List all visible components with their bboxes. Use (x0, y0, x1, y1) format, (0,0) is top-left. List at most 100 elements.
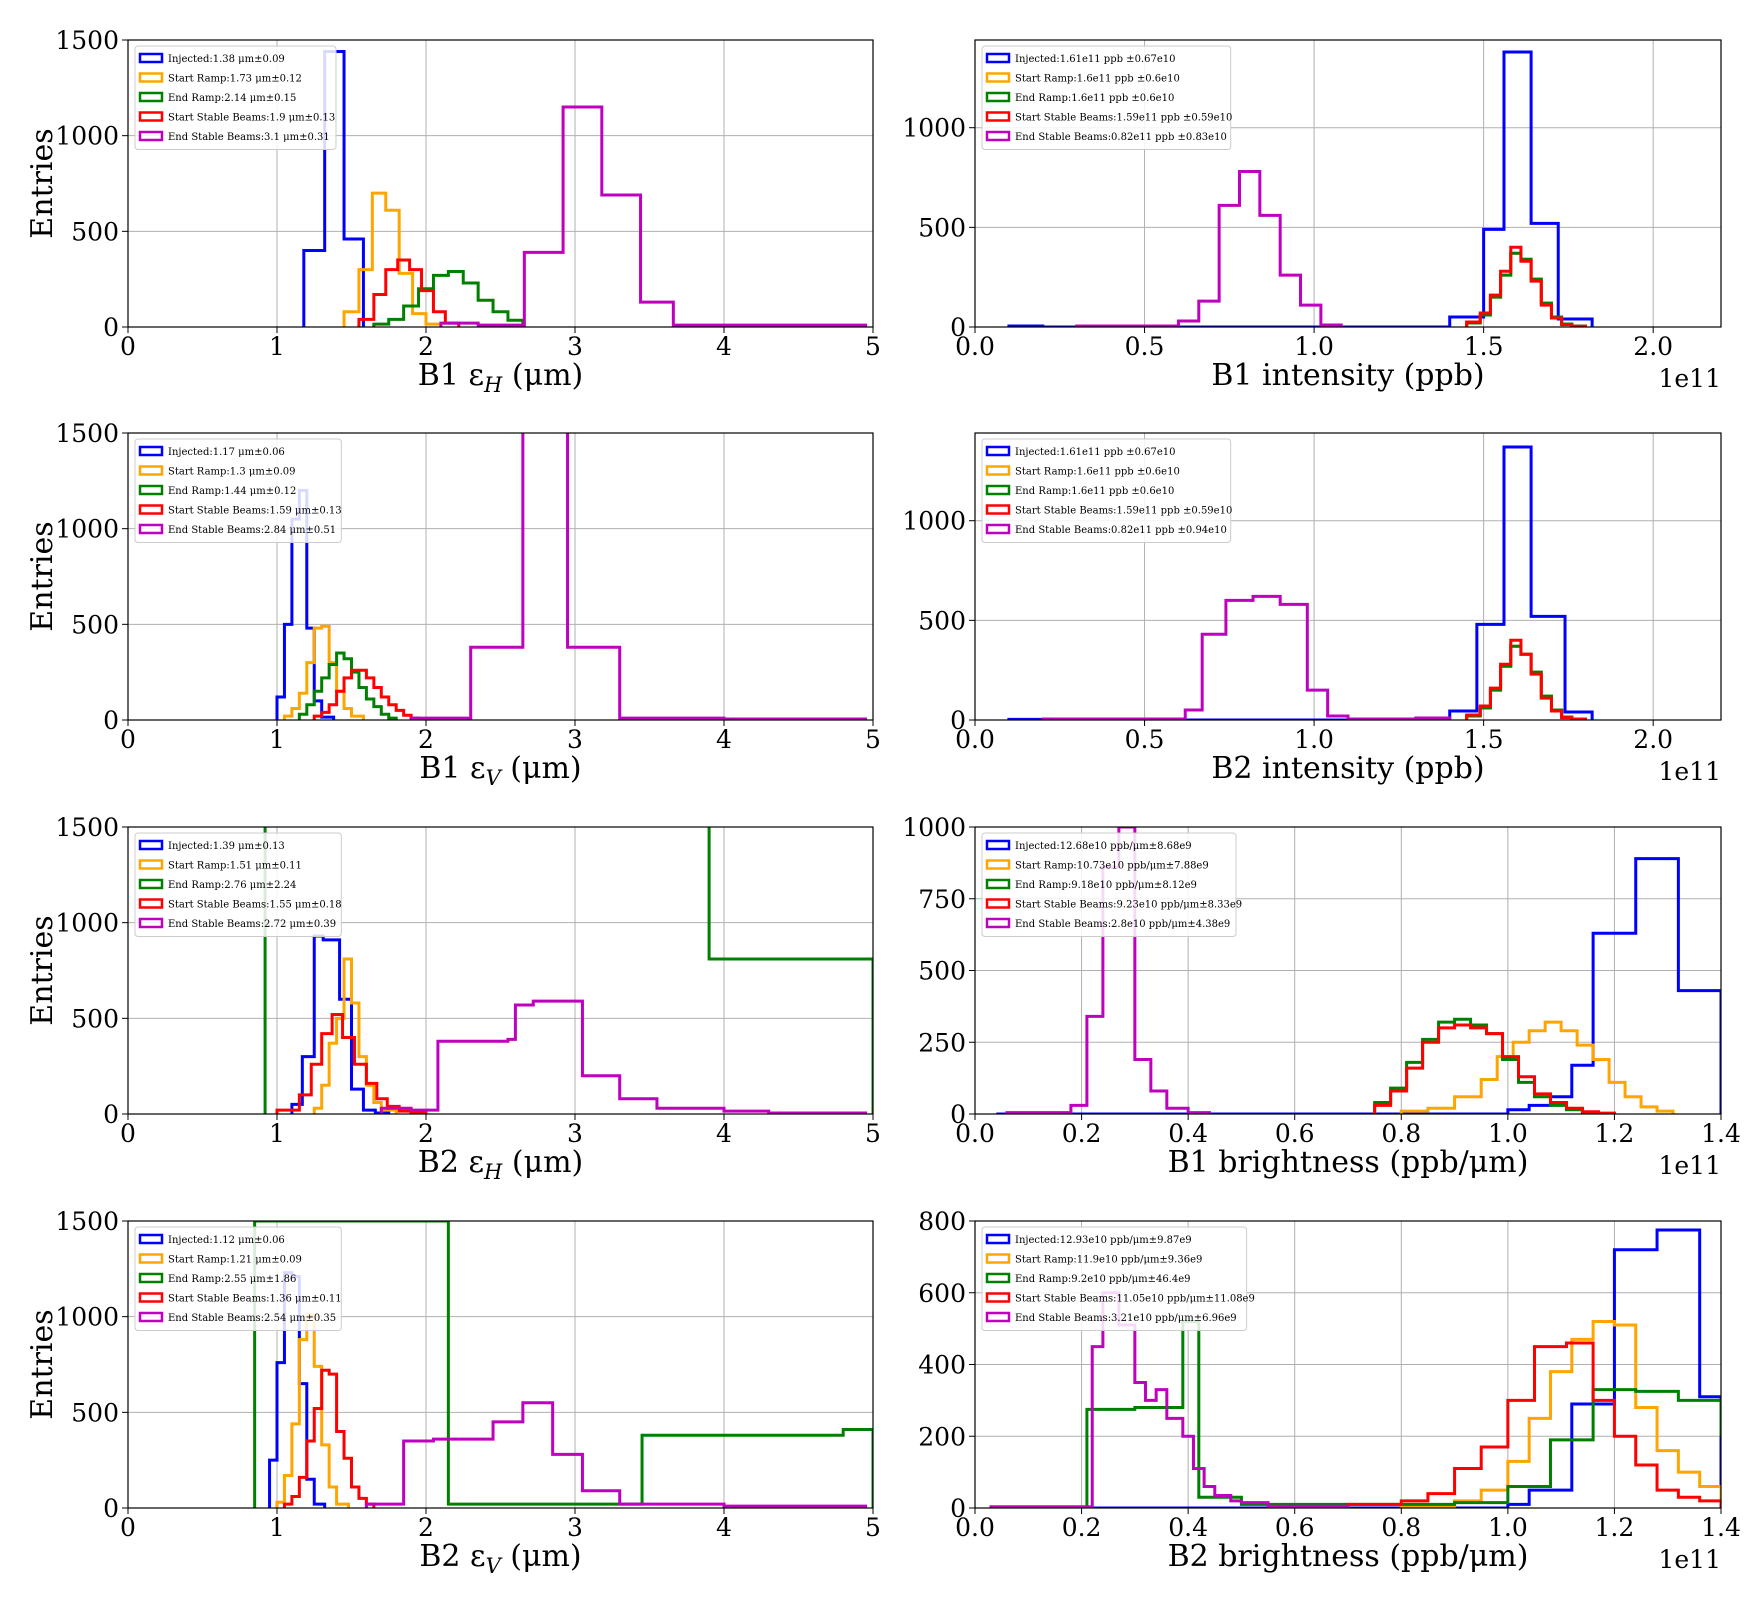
legend-label: End Stable Beams:2.84 μm±0.51 (168, 525, 336, 536)
y-tick-label: 1000 (55, 1303, 119, 1332)
chart-panel-6: 0.0 0.2 0.4 0.6 0.8 1.0 1.2 1.4 0 250 500 750 1000 1e… (902, 813, 1741, 1180)
legend-label: Injected:1.38 μm±0.09 (168, 54, 285, 65)
legend-label: Start Ramp:1.21 μm±0.09 (168, 1255, 302, 1266)
x-tick-label: 4 (716, 332, 732, 361)
legend-label: Start Ramp:1.73 μm±0.12 (168, 74, 302, 85)
legend: Injected:12.93e10 ppb/μm±9.87e9 Start Ram… (981, 1226, 1255, 1331)
x-tick-label: 5 (865, 1119, 881, 1148)
y-tick-label: 1500 (55, 419, 119, 448)
x-tick-label: 0.8 (1381, 1513, 1421, 1542)
histogram-end-ramp (253, 1221, 873, 1508)
legend-swatch (985, 445, 1011, 457)
legend: Injected:1.17 μm±0.06 Start Ramp:1.3 μm±0… (134, 438, 342, 543)
tick-group: 0.0 0.2 0.4 0.6 0.8 1.0 1.2 1.4 0 250 500 750 1000 (902, 813, 1741, 1148)
x-tick-label: 1.0 (1294, 332, 1334, 361)
legend-swatch (985, 130, 1011, 142)
legend-swatch (138, 1272, 164, 1284)
tick-group: 0.0 0.2 0.4 0.6 0.8 1.0 1.2 1.4 0 200 400 600 800 (918, 1207, 1741, 1542)
x-tick-label: 0.0 (955, 1513, 995, 1542)
legend-label: Start Ramp:1.3 μm±0.09 (168, 467, 296, 478)
histogram-start-stable-beams (1373, 1023, 1616, 1114)
histogram-start-ramp (312, 957, 398, 1114)
tick-group: 0.0 0.5 1.0 1.5 2.0 0 500 1000 (902, 507, 1673, 754)
legend-swatch (985, 465, 1011, 476)
legend-label: Start Stable Beams:1.59 μm±0.13 (168, 506, 342, 517)
histogram-start-stable-beams (1346, 1341, 1721, 1508)
legend-label: End Stable Beams:0.82e11 ppb ±0.94e10 (1015, 525, 1227, 536)
y-tick-label: 250 (918, 1028, 966, 1057)
histogram-end-ramp (989, 1319, 1721, 1508)
tick-group: 0 1 2 3 4 5 0 500 1000 1500 (55, 26, 881, 361)
x-tick-label: 2.0 (1633, 725, 1673, 754)
legend-swatch (138, 878, 164, 890)
histogram-end-stable-beams (379, 999, 868, 1114)
x-tick-label: 5 (865, 1513, 881, 1542)
histogram-start-ramp (1399, 1020, 1675, 1114)
chart-panel-2: 0.0 0.5 1.0 1.5 2.0 0 500 1000 1e11 B1 intensity … (902, 39, 1722, 393)
y-tick-label: 0 (103, 1494, 119, 1523)
legend-label: Start Stable Beams:1.36 μm±0.11 (168, 1294, 342, 1305)
legend-label: End Ramp:1.6e11 ppb ±0.6e10 (1015, 93, 1174, 104)
y-tick-label: 0 (950, 1494, 966, 1523)
legend-swatch (138, 445, 164, 457)
legend-label: Start Ramp:11.9e10 ppb/μm±9.36e9 (1015, 1255, 1202, 1266)
legend-label: End Stable Beams:3.1 μm±0.31 (168, 132, 330, 143)
x-tick-label: 2 (418, 332, 434, 361)
legend-label: End Stable Beams:3.21e10 ppb/μm±6.96e9 (1015, 1313, 1237, 1324)
x-tick-label: 1.4 (1701, 1513, 1741, 1542)
x-axis-label: B1 intensity (ppb) (1211, 358, 1484, 393)
legend-label: End Ramp:1.44 μm±0.12 (168, 486, 296, 497)
legend-box (981, 45, 1232, 150)
axis-offset-text: 1e11 (1658, 757, 1721, 786)
x-tick-label: 1.0 (1488, 1119, 1528, 1148)
legend-swatch (985, 1292, 1011, 1303)
legend-label: End Ramp:2.55 μm±1.86 (168, 1274, 296, 1285)
legend-swatch (985, 504, 1011, 515)
axes-frame (127, 1220, 874, 1509)
x-tick-label: 2 (418, 1513, 434, 1542)
axes-frame (127, 39, 874, 328)
legend-box (134, 1226, 342, 1331)
x-tick-label: 4 (716, 1513, 732, 1542)
histogram-end-stable-beams (1005, 827, 1211, 1114)
legend-swatch (138, 484, 164, 496)
legend: Injected:1.12 μm±0.06 Start Ramp:1.21 μm±… (134, 1226, 342, 1331)
legend-swatch (138, 917, 164, 929)
x-tick-label: 2.0 (1633, 332, 1673, 361)
x-axis-label: B1 εV (μm) (419, 751, 581, 790)
y-tick-label: 400 (918, 1351, 966, 1380)
histogram-start-stable-beams (1465, 245, 1587, 327)
x-tick-label: 3 (567, 1513, 583, 1542)
legend-box (981, 438, 1232, 543)
legend-swatch (985, 917, 1011, 929)
legend-swatch (985, 878, 1011, 890)
legend-swatch (138, 1253, 164, 1264)
axes-frame (974, 39, 1722, 328)
chart-panel-4: 0.0 0.5 1.0 1.5 2.0 0 500 1000 1e11 B2 intensity … (902, 432, 1722, 786)
x-tick-label: 0.0 (955, 725, 995, 754)
legend-label: End Ramp:9.18e10 ppb/μm±8.12e9 (1015, 880, 1197, 891)
legend-label: Start Stable Beams:9.23e10 ppb/μm±8.33e9 (1015, 900, 1242, 911)
legend-swatch (985, 1233, 1011, 1245)
x-axis-label: B2 εV (μm) (419, 1539, 581, 1578)
legend-label: Start Stable Beams:1.55 μm±0.18 (168, 900, 342, 911)
axes-frame (127, 432, 874, 721)
y-tick-label: 1500 (55, 813, 119, 842)
legend-swatch (138, 859, 164, 870)
legend-swatch (138, 523, 164, 535)
legend: Injected:1.61e11 ppb ±0.67e10 Start Ramp:… (981, 45, 1232, 150)
x-tick-label: 5 (865, 332, 881, 361)
x-tick-label: 0.4 (1168, 1119, 1208, 1148)
axes-frame (974, 432, 1722, 721)
legend-swatch (985, 1311, 1011, 1323)
y-tick-label: 500 (71, 610, 119, 639)
x-axis-label: B2 εH (μm) (418, 1145, 583, 1184)
x-tick-label: 0.4 (1168, 1513, 1208, 1542)
legend-label: End Ramp:9.2e10 ppb/μm±46.4e9 (1015, 1274, 1191, 1285)
x-tick-label: 1 (269, 332, 285, 361)
x-tick-label: 0 (120, 332, 136, 361)
legend-swatch (138, 1292, 164, 1303)
histogram-end-ramp (263, 827, 873, 1114)
x-axis-label: B2 brightness (ppb/μm) (1168, 1539, 1529, 1574)
histogram-series-group (263, 827, 873, 1114)
